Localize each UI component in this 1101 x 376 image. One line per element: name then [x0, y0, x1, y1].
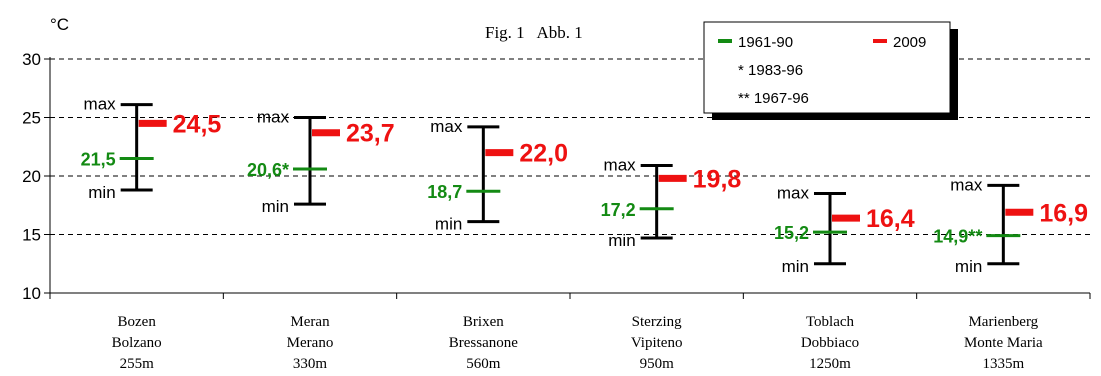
- min-label: min: [88, 183, 115, 202]
- y-tick-label-30: 30: [22, 50, 41, 69]
- station-group-toblach: max min 15,2 16,4: [774, 184, 915, 276]
- x-label-line1: Brixen: [463, 314, 504, 330]
- max-label: max: [777, 184, 810, 203]
- max-label: max: [604, 155, 637, 174]
- min-label: min: [782, 257, 809, 276]
- max-label: max: [430, 117, 463, 136]
- x-label-line2: Vipiteno: [631, 335, 683, 351]
- x-label-line3: 1250m: [809, 356, 851, 372]
- mean-1961-90-label: 21,5: [81, 149, 116, 169]
- legend-box: [703, 21, 951, 114]
- y-unit-label: °C: [50, 15, 69, 34]
- figure-label: Fig. 1 Abb. 1: [485, 23, 583, 42]
- x-label-line2: Merano: [287, 335, 334, 351]
- value-2009-label: 22,0: [519, 140, 568, 168]
- x-label-line1: Toblach: [806, 314, 855, 330]
- x-label-line2: Bolzano: [112, 335, 162, 351]
- legend: 1961-90 2009 * 1983-96 ** 1967-96: [703, 21, 958, 120]
- min-label: min: [955, 257, 982, 276]
- x-label-line1: Sterzing: [632, 314, 682, 330]
- station-group-meran: max min 20,6* 23,7: [247, 108, 395, 217]
- axes: 10 15 20 25 30 Bozen Bolzano 255m Meran Merano 330…: [22, 50, 1091, 372]
- value-2009-label: 24,5: [173, 110, 222, 138]
- chart-marks: max min 21,5 24,5 max min 20,6* 23,7 max min 18,7 2…: [81, 95, 1088, 276]
- mean-1961-90-label: 14,9**: [933, 227, 982, 247]
- legend-note-1967-96: ** 1967-96: [738, 90, 809, 107]
- max-label: max: [257, 108, 290, 127]
- value-2009-label: 19,8: [693, 165, 742, 193]
- y-tick-label-10: 10: [22, 284, 41, 303]
- x-label-line3: 330m: [293, 356, 328, 372]
- station-group-sterzing: max min 17,2 19,8: [601, 155, 742, 250]
- mean-1961-90-label: 15,2: [774, 223, 809, 243]
- mean-1961-90-label: 17,2: [601, 200, 636, 220]
- legend-label-1961-90: 1961-90: [738, 34, 793, 51]
- max-label: max: [950, 175, 983, 194]
- x-label-line1: Marienberg: [968, 314, 1038, 330]
- y-tick-label-20: 20: [22, 167, 41, 186]
- station-group-brixen: max min 18,7 22,0: [427, 117, 568, 234]
- legend-note-1983-96: * 1983-96: [738, 62, 803, 79]
- x-label-line2: Monte Maria: [964, 335, 1043, 351]
- x-label-line1: Meran: [290, 314, 330, 330]
- value-2009-label: 23,7: [346, 120, 395, 148]
- x-label-line2: Dobbiaco: [801, 335, 859, 351]
- max-label: max: [84, 95, 117, 114]
- min-label: min: [608, 231, 635, 250]
- x-label-line3: 255m: [120, 356, 155, 372]
- min-label: min: [262, 197, 289, 216]
- station-group-bozen: max min 21,5 24,5: [81, 95, 222, 202]
- x-label-line1: Bozen: [118, 314, 157, 330]
- station-group-marienberg: max min 14,9** 16,9: [933, 175, 1088, 275]
- x-label-line3: 1335m: [982, 356, 1024, 372]
- x-label-line2: Bressanone: [449, 335, 518, 351]
- x-label-line3: 950m: [640, 356, 675, 372]
- legend-label-2009: 2009: [893, 34, 926, 51]
- min-label: min: [435, 215, 462, 234]
- y-tick-label-25: 25: [22, 109, 41, 128]
- mean-1961-90-label: 20,6*: [247, 160, 289, 180]
- x-label-line3: 560m: [466, 356, 501, 372]
- value-2009-label: 16,4: [866, 205, 915, 233]
- mean-1961-90-label: 18,7: [427, 182, 462, 202]
- y-tick-label-15: 15: [22, 226, 41, 245]
- value-2009-label: 16,9: [1039, 199, 1088, 227]
